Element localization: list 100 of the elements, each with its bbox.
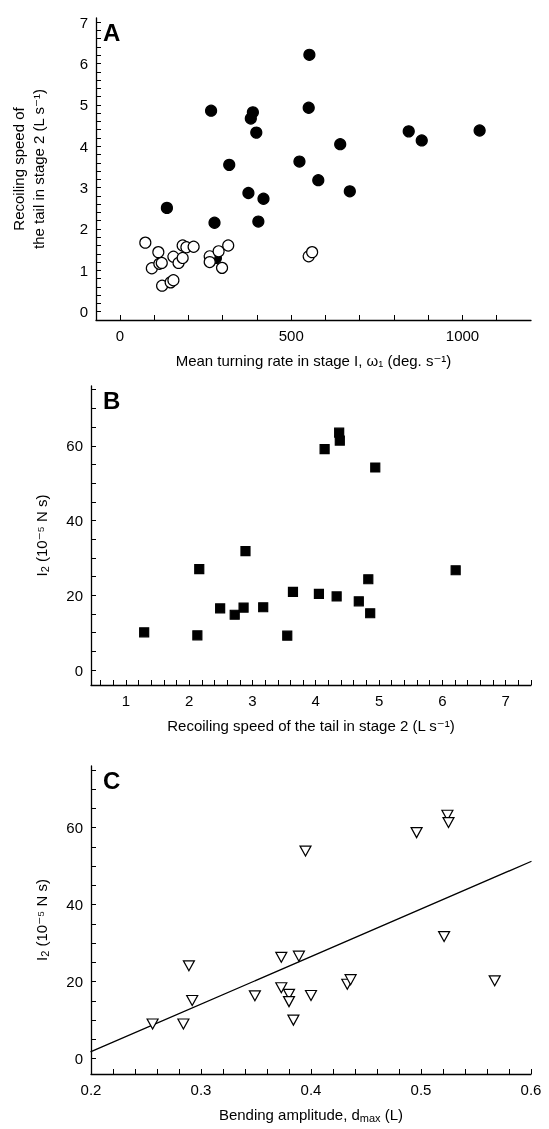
point bbox=[192, 630, 203, 641]
x-tick-label: 5 bbox=[374, 692, 384, 709]
point bbox=[205, 104, 218, 117]
point bbox=[410, 827, 423, 839]
y-axis-title: I2 (10⁻⁵ N s) bbox=[32, 494, 51, 577]
point bbox=[442, 817, 455, 829]
y-axis-title: Recoiling speed of the tail in stage 2 (L s⁻¹) bbox=[9, 89, 47, 249]
y-tick-label: 40 bbox=[66, 512, 83, 530]
point bbox=[344, 974, 357, 986]
x-axis-title: Mean turning rate in stage I, ω₁ (deg. s⁻¹) bbox=[175, 351, 452, 369]
y-tick-label: 20 bbox=[66, 973, 83, 991]
point bbox=[306, 246, 319, 259]
y-tick-label: 3 bbox=[79, 179, 88, 197]
point bbox=[258, 602, 269, 613]
point bbox=[252, 215, 265, 228]
point bbox=[334, 435, 345, 446]
point bbox=[313, 588, 325, 599]
point bbox=[176, 251, 189, 265]
x-tick-label: 500 bbox=[278, 327, 304, 344]
y-tick-label: 6 bbox=[79, 55, 88, 73]
chart-title: B bbox=[103, 386, 121, 414]
x-tick-label: 1000 bbox=[445, 327, 480, 344]
point bbox=[319, 444, 330, 455]
point bbox=[365, 608, 376, 619]
point bbox=[194, 564, 205, 575]
point bbox=[282, 996, 296, 1008]
point bbox=[160, 201, 173, 214]
y-tick-label: 20 bbox=[66, 586, 83, 604]
x-tick-label: 0.4 bbox=[300, 1081, 322, 1098]
y-tick-label: 0 bbox=[79, 303, 88, 321]
chart-title: A bbox=[103, 18, 121, 46]
x-tick-label: 6 bbox=[438, 692, 447, 709]
point bbox=[177, 1018, 190, 1030]
x-tick-label: 1 bbox=[121, 692, 130, 709]
point bbox=[331, 591, 342, 602]
point bbox=[473, 124, 486, 137]
y-tick-label: 5 bbox=[79, 96, 88, 114]
y-tick-label: 1 bbox=[79, 261, 88, 279]
point bbox=[146, 1018, 159, 1030]
y-tick-label: 2 bbox=[79, 220, 88, 238]
point bbox=[402, 125, 415, 138]
y-tick-label: 0 bbox=[74, 1050, 83, 1068]
point bbox=[139, 236, 152, 249]
point bbox=[248, 990, 261, 1002]
point bbox=[370, 462, 381, 473]
x-axis-title: Recoiling speed of the tail in stage 2 (L s⁻¹) bbox=[167, 716, 455, 734]
y-tick-label: 0 bbox=[74, 661, 83, 679]
chart-title: C bbox=[103, 766, 121, 794]
point bbox=[257, 192, 270, 205]
point bbox=[438, 930, 451, 943]
x-tick-label: 3 bbox=[248, 692, 257, 709]
x-tick-label: 0.6 bbox=[520, 1081, 542, 1098]
x-tick-label: 0 bbox=[115, 327, 125, 344]
x-tick-label: 0.3 bbox=[190, 1081, 212, 1098]
point bbox=[186, 994, 199, 1007]
point bbox=[282, 630, 293, 641]
point bbox=[488, 975, 501, 987]
point bbox=[187, 240, 200, 253]
point bbox=[208, 216, 221, 229]
point bbox=[203, 255, 216, 269]
point bbox=[222, 239, 235, 252]
point bbox=[212, 245, 225, 258]
point bbox=[415, 134, 428, 147]
point bbox=[238, 602, 249, 613]
x-tick-label: 4 bbox=[311, 692, 320, 709]
point bbox=[312, 174, 325, 187]
point bbox=[287, 1014, 300, 1026]
x-tick-label: 0.2 bbox=[80, 1081, 102, 1098]
y-tick-label: 60 bbox=[66, 437, 83, 455]
point bbox=[302, 101, 315, 114]
point bbox=[152, 246, 165, 259]
x-tick-label: 2 bbox=[184, 692, 194, 709]
point bbox=[223, 158, 236, 171]
point bbox=[353, 596, 364, 607]
point bbox=[250, 126, 263, 139]
point bbox=[334, 138, 347, 151]
point bbox=[363, 574, 374, 585]
y-tick-label: 7 bbox=[79, 13, 88, 31]
point bbox=[275, 951, 288, 963]
x-tick-label: 0.5 bbox=[410, 1081, 432, 1098]
point bbox=[450, 565, 461, 576]
point bbox=[215, 261, 229, 274]
point bbox=[293, 155, 306, 168]
point bbox=[304, 989, 318, 1002]
point bbox=[139, 627, 150, 638]
point bbox=[287, 586, 299, 598]
point bbox=[242, 186, 255, 200]
point bbox=[240, 546, 251, 557]
y-axis-title: I2 (10⁻⁵ N s) bbox=[32, 879, 51, 961]
point bbox=[275, 982, 288, 994]
point bbox=[343, 185, 356, 198]
y-tick-label: 60 bbox=[66, 819, 83, 837]
point bbox=[215, 603, 226, 614]
point bbox=[229, 609, 240, 620]
y-tick-label: 4 bbox=[79, 137, 88, 155]
point bbox=[182, 960, 195, 972]
point bbox=[303, 48, 316, 61]
point bbox=[292, 950, 305, 962]
point bbox=[299, 845, 312, 857]
x-tick-label: 7 bbox=[501, 692, 510, 709]
